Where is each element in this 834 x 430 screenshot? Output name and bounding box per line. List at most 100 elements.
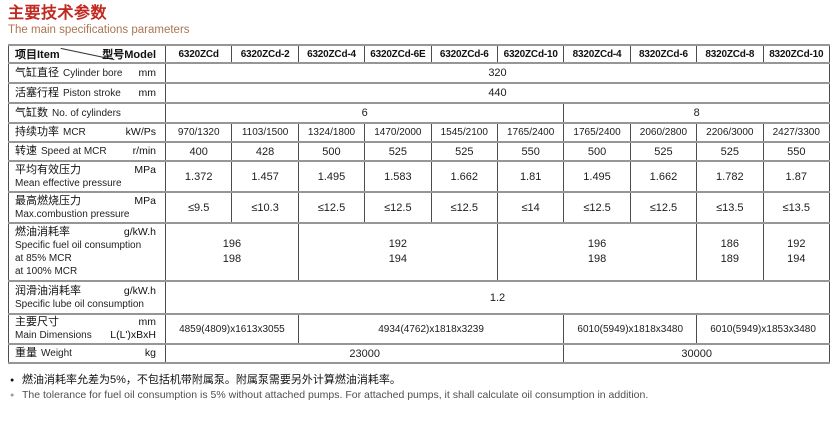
- value-cell: 1765/2400: [563, 122, 631, 143]
- label-zh: 燃油消耗率: [15, 226, 70, 238]
- label-en: No. of cylinders: [52, 107, 121, 119]
- label-unit: r/min: [132, 145, 156, 157]
- fuel-100: 198: [587, 253, 607, 265]
- footnotes: ● 燃油消耗率允差为5%，不包括机带附属泵。附属泵需要另外计算燃油消耗率。 ● …: [8, 373, 828, 403]
- label-unit: MPa: [134, 163, 156, 176]
- value-cell: 550: [762, 141, 831, 162]
- bullet-icon: ●: [10, 392, 15, 399]
- label-en: Piston stroke: [63, 87, 121, 99]
- value-cell: 1.662: [629, 160, 698, 193]
- label-zh: 主要尺寸: [15, 316, 59, 328]
- row-label-cylinders: 气缸数 No. of cylinders: [8, 102, 166, 124]
- label-unit: mm: [138, 316, 157, 328]
- value-cell: 1.372: [164, 160, 233, 193]
- value-cell-weight-8: 30000: [563, 343, 830, 364]
- fuel-85: 192: [787, 238, 806, 250]
- row-label-dims: 主要尺寸 mm Main Dimensions L(L')xBxH: [8, 313, 166, 345]
- row-label-stroke: 活塞行程 Piston stroke mm: [8, 82, 166, 104]
- value-cell-fuel-group: 192 194: [297, 222, 498, 282]
- value-cell: 550: [496, 141, 565, 162]
- row-label-speed: 转速 Speed at MCR r/min: [8, 141, 166, 162]
- label-en: MCR: [63, 127, 86, 138]
- footnote-en-text: The tolerance for fuel oil consumption i…: [22, 389, 649, 401]
- table-row-mep: 平均有效压力 MPa Mean effective pressure 1.372 …: [8, 160, 831, 193]
- label-sub85: at 85% MCR: [15, 253, 72, 264]
- label-unit: mm: [138, 66, 157, 79]
- label-en: Cylinder bore: [63, 67, 123, 79]
- footnote-zh: ● 燃油消耗率允差为5%，不包括机带附属泵。附属泵需要另外计算燃油消耗率。: [10, 373, 828, 388]
- value-cell-fuel-group: 196 198: [496, 222, 698, 282]
- value-cell: 2206/3000: [696, 122, 764, 143]
- footnote-zh-text: 燃油消耗率允差为5%，不包括机带附属泵。附属泵需要另外计算燃油消耗率。: [22, 374, 401, 386]
- value-cell: 2060/2800: [629, 122, 698, 143]
- corner-item-label: 项目Item: [15, 49, 60, 61]
- model-header: 8320ZCd-10: [762, 44, 831, 64]
- label-zh: 平均有效压力: [15, 163, 81, 176]
- spec-sheet-page: 主要技术参数 The main specifications parameter…: [8, 5, 831, 403]
- table-row-bore: 气缸直径 Cylinder bore mm 320: [8, 62, 830, 84]
- label-unit: kW/Ps: [125, 126, 156, 138]
- label-zh: 重量: [15, 347, 37, 359]
- value-cell-dims: 4859(4809)x1613x3055: [165, 313, 299, 345]
- value-cell: ≤12.5: [364, 191, 432, 224]
- row-label-bore: 气缸直径 Cylinder bore mm: [8, 62, 166, 84]
- model-header: 8320ZCd-6: [629, 44, 698, 64]
- value-cell: 1324/1800: [297, 122, 366, 143]
- value-cell-dims: 4934(4762)x1818x3239: [297, 313, 565, 345]
- value-cell: 1.81: [496, 160, 565, 193]
- table-row-cylinders: 气缸数 No. of cylinders 6 8: [8, 102, 830, 124]
- row-label-lube: 润滑油消耗率 g/kW.h Specific lube oil consumpti…: [8, 280, 166, 315]
- label-zh: 最高燃烧压力: [15, 194, 81, 207]
- row-label-mep: 平均有效压力 MPa Mean effective pressure: [8, 160, 166, 193]
- value-cell-lube: 1.2: [165, 280, 830, 315]
- label-en: Specific lube oil consumption: [15, 298, 144, 310]
- model-header: 6320ZCd-4: [297, 44, 366, 64]
- bullet-icon: ●: [10, 377, 15, 384]
- value-cell: 525: [430, 141, 498, 162]
- label-zh: 气缸数: [15, 106, 48, 119]
- label-zh: 气缸直径: [15, 66, 59, 79]
- model-header: 6320ZCd-6E: [364, 44, 432, 64]
- label-en: Weight: [41, 348, 72, 359]
- value-cell-cylinders-6: 6: [164, 102, 565, 124]
- label-unit2: L(L')xBxH: [110, 329, 156, 341]
- model-header: 6320ZCd: [164, 44, 233, 64]
- value-cell: ≤14: [496, 191, 565, 224]
- label-zh: 润滑油消耗率: [15, 284, 81, 297]
- model-header: 6320ZCd-6: [430, 44, 498, 64]
- fuel-100: 194: [388, 253, 408, 265]
- fuel-100: 198: [222, 253, 242, 265]
- value-cell: 1545/2100: [430, 122, 498, 143]
- value-cell: 1.583: [364, 160, 432, 193]
- corner-model-label: 型号Model: [102, 49, 156, 61]
- page-title: 主要技术参数: [8, 5, 108, 22]
- table-row-fuel: 燃油消耗率 g/kW.h Specific fuel oil consumptio…: [8, 222, 831, 282]
- specs-table: 项目Item 型号Model 6320ZCd 6320ZCd-2 6320ZCd…: [8, 44, 831, 364]
- label-en: Specific fuel oil consumption: [15, 240, 142, 251]
- label-zh: 持续功率: [15, 126, 59, 138]
- fuel-85: 192: [388, 238, 408, 250]
- row-label-weight: 重量 Weight kg: [8, 343, 166, 364]
- label-sub100: at 100% MCR: [15, 266, 78, 277]
- label-unit: kg: [144, 347, 156, 359]
- value-cell-fuel-group: 192 194: [762, 222, 831, 282]
- value-cell: ≤12.5: [629, 191, 698, 224]
- label-en: Max.combustion pressure: [15, 208, 130, 220]
- diagonal-divider: [60, 47, 115, 61]
- model-header: 6320ZCd-10: [496, 44, 565, 64]
- row-label-maxp: 最高燃烧压力 MPa Max.combustion pressure: [8, 191, 166, 224]
- value-cell-fuel-group: 196 198: [165, 222, 299, 282]
- table-row-dims: 主要尺寸 mm Main Dimensions L(L')xBxH 4859(480…: [8, 313, 830, 345]
- value-cell-dims: 6010(5949)x1853x3480: [696, 313, 830, 345]
- label-en: Main Dimensions: [15, 330, 92, 341]
- value-cell: 1.87: [762, 160, 831, 193]
- value-cell-stroke: 440: [165, 82, 830, 104]
- value-cell: 500: [297, 141, 366, 162]
- value-cell-dims: 6010(5949)x1818x3480: [563, 313, 698, 345]
- fuel-100: 194: [787, 253, 806, 265]
- label-en: Speed at MCR: [41, 146, 107, 157]
- label-en: Mean effective pressure: [15, 177, 122, 189]
- value-cell: 428: [231, 141, 299, 162]
- table-header-row: 项目Item 型号Model 6320ZCd 6320ZCd-2 6320ZCd…: [8, 44, 831, 64]
- value-cell: 525: [364, 141, 432, 162]
